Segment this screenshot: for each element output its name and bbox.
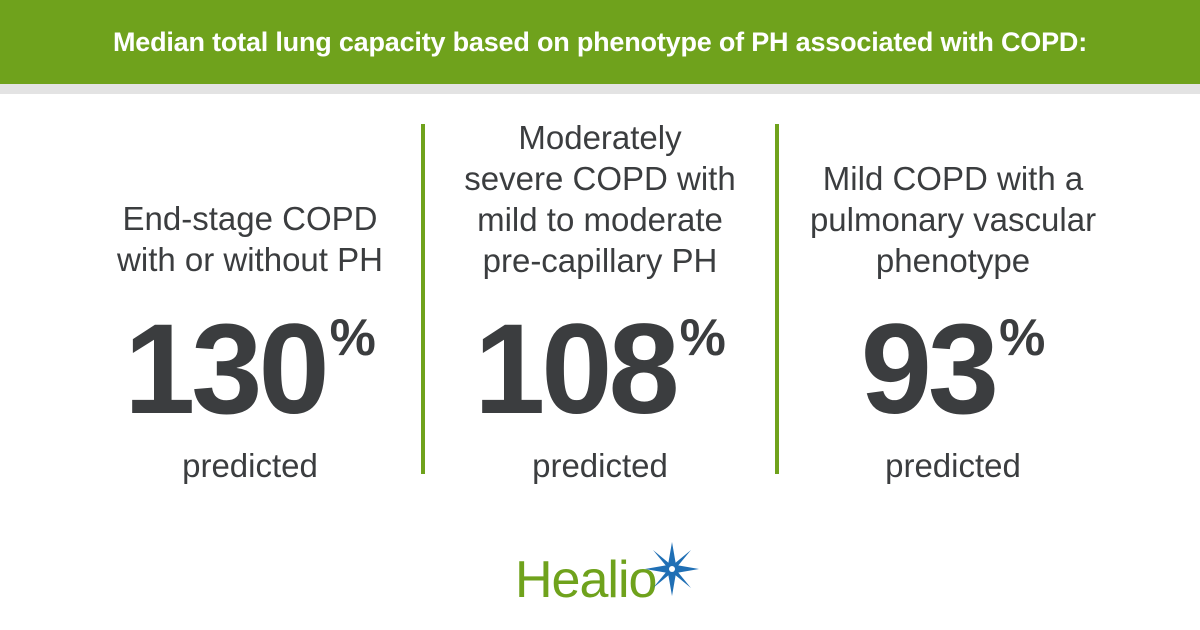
logo-wordmark: Healio xyxy=(515,551,657,609)
value-unit: % xyxy=(999,309,1046,367)
label-line: Moderately xyxy=(518,119,682,156)
column-label: Mild COPD with a pulmonary vascular phen… xyxy=(783,158,1123,281)
star-burst-icon xyxy=(645,542,699,596)
label-line: pre-capillary PH xyxy=(482,242,718,279)
phenotype-columns: End-stage COPD with or without PH 130% p… xyxy=(0,94,1200,494)
label-line: severe COPD with xyxy=(464,160,736,197)
value-number: 93 xyxy=(860,298,999,441)
column-subtext: predicted xyxy=(532,447,668,484)
page-title: Median total lung capacity based on phen… xyxy=(112,26,1088,57)
column-label: End-stage COPD with or without PH xyxy=(80,198,420,280)
value-number: 130 xyxy=(124,298,330,441)
value-number: 108 xyxy=(474,298,680,441)
header-banner: Median total lung capacity based on phen… xyxy=(0,0,1200,84)
column-value: 93% xyxy=(783,306,1123,434)
label-line: Mild COPD with a xyxy=(822,160,1084,197)
column-divider-1 xyxy=(421,124,425,474)
column-subtext: predicted xyxy=(885,447,1021,484)
column-label: Moderately severe COPD with mild to mode… xyxy=(430,117,770,281)
column-moderately-severe: Moderately severe COPD with mild to mode… xyxy=(430,94,770,494)
label-line: mild to moderate xyxy=(477,201,723,238)
label-line: with or without PH xyxy=(117,241,383,278)
label-line: pulmonary vascular xyxy=(809,201,1097,238)
column-value: 130% xyxy=(80,306,420,434)
label-line: phenotype xyxy=(875,242,1031,279)
healio-logo: Healio xyxy=(515,540,715,612)
column-value: 108% xyxy=(430,306,770,434)
column-mild: Mild COPD with a pulmonary vascular phen… xyxy=(783,94,1123,494)
column-end-stage: End-stage COPD with or without PH 130% p… xyxy=(80,94,420,494)
header-divider xyxy=(0,84,1200,94)
column-divider-2 xyxy=(775,124,779,474)
value-unit: % xyxy=(329,309,376,367)
column-subtext: predicted xyxy=(182,447,318,484)
label-line: End-stage COPD xyxy=(122,200,378,237)
value-unit: % xyxy=(679,309,726,367)
